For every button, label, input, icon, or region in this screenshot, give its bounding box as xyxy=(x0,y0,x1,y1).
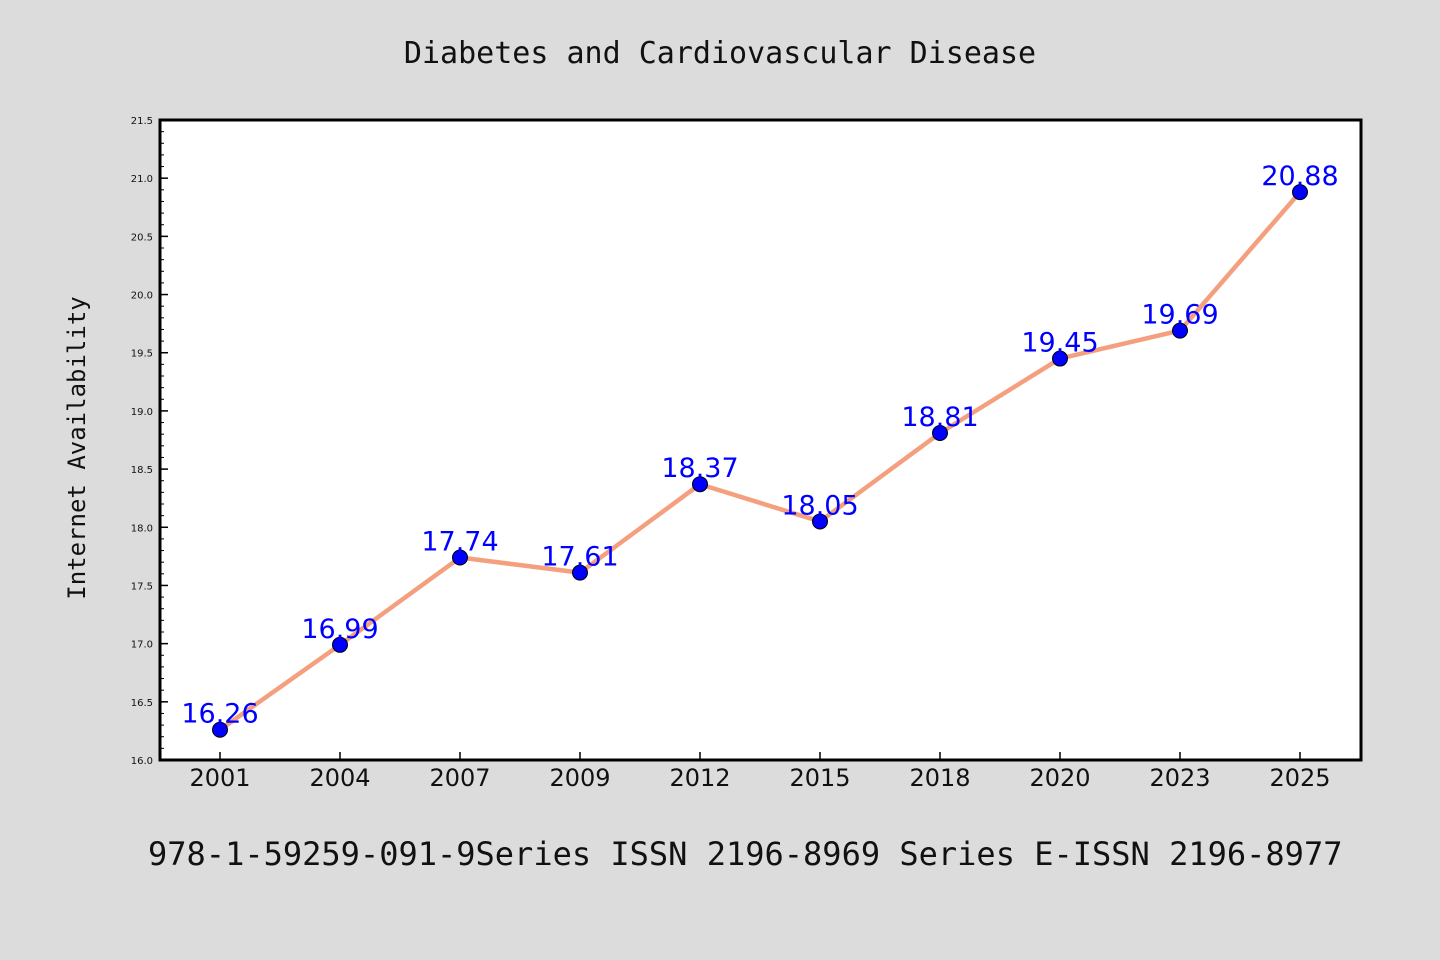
y-tick-label: 20.0 xyxy=(131,291,153,302)
data-label: 17.61 xyxy=(541,542,618,573)
y-tick-label: 21.5 xyxy=(131,116,153,127)
y-tick-label: 21.0 xyxy=(131,174,153,185)
chart-title: Diabetes and Cardiovascular Disease xyxy=(404,36,1036,71)
y-tick-label: 16.0 xyxy=(131,756,153,767)
y-tick-label: 17.5 xyxy=(131,581,153,592)
x-tick-label: 2009 xyxy=(549,764,610,792)
data-label: 19.69 xyxy=(1141,300,1218,331)
y-tick-label: 19.5 xyxy=(131,349,153,360)
data-point xyxy=(452,549,468,566)
data-point xyxy=(1172,322,1188,339)
footer-isbn-text: 978-1-59259-091-9Series ISSN 2196-8969 S… xyxy=(148,835,1342,873)
x-tick-label: 2025 xyxy=(1269,764,1330,792)
data-point xyxy=(1052,350,1068,367)
y-tick-label: 20.5 xyxy=(131,232,153,243)
data-point xyxy=(332,636,348,653)
x-tick-label: 2004 xyxy=(309,764,370,792)
data-point xyxy=(1292,184,1308,201)
y-axis-label: Internet Availability xyxy=(63,296,91,599)
data-label: 18.81 xyxy=(901,402,978,433)
data-label: 20.88 xyxy=(1261,161,1338,192)
data-point xyxy=(812,513,828,530)
data-point xyxy=(932,425,948,442)
x-tick-label: 2012 xyxy=(669,764,730,792)
y-tick-label: 18.0 xyxy=(131,523,153,534)
y-tick-label: 17.0 xyxy=(131,640,153,651)
data-label: 16.26 xyxy=(181,699,258,730)
series-line xyxy=(217,189,1303,732)
data-label: 16.99 xyxy=(301,614,378,645)
data-label: 17.74 xyxy=(421,527,498,558)
x-tick-label: 2001 xyxy=(189,764,250,792)
y-tick-label: 19.0 xyxy=(131,407,153,418)
data-label: 19.45 xyxy=(1021,328,1098,359)
y-tick-label: 18.5 xyxy=(131,465,153,476)
data-point xyxy=(692,476,708,493)
x-tick-label: 2023 xyxy=(1149,764,1210,792)
x-tick-label: 2018 xyxy=(909,764,970,792)
x-tick-label: 2020 xyxy=(1029,764,1090,792)
series-group: 16.26 16.99 17.74 17.61 18.37 18.05 18.81 19.45… xyxy=(181,161,1339,738)
data-label: 18.37 xyxy=(661,453,738,484)
x-tick-label: 2007 xyxy=(429,764,490,792)
data-point xyxy=(572,564,588,581)
plot-area xyxy=(158,118,1363,762)
y-tick-label: 16.5 xyxy=(131,698,153,709)
x-axis-ticks: 2001 2004 2007 2009 2012 2015 2018 2020 2023 2025 xyxy=(189,752,1331,792)
data-point xyxy=(212,721,228,738)
y-axis-ticks: 16.0 16.5 17.0 17.5 18.0 18.5 19.0 19.5 20.0 20.5… xyxy=(131,116,168,767)
data-label: 18.05 xyxy=(781,490,858,521)
x-tick-label: 2015 xyxy=(789,764,850,792)
